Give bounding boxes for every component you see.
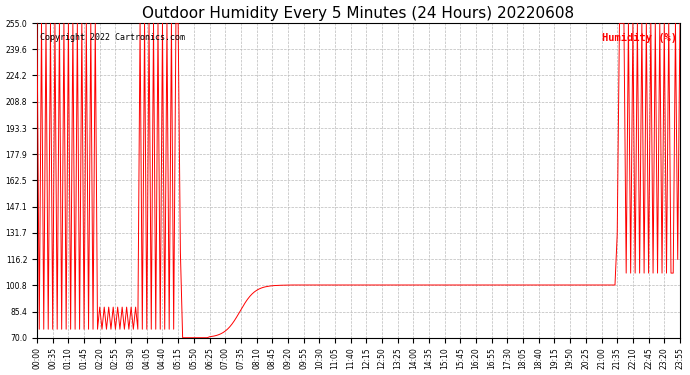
Title: Outdoor Humidity Every 5 Minutes (24 Hours) 20220608: Outdoor Humidity Every 5 Minutes (24 Hou… [142,6,575,21]
Text: Copyright 2022 Cartronics.com: Copyright 2022 Cartronics.com [40,33,185,42]
Text: Humidity (%): Humidity (%) [602,33,677,43]
